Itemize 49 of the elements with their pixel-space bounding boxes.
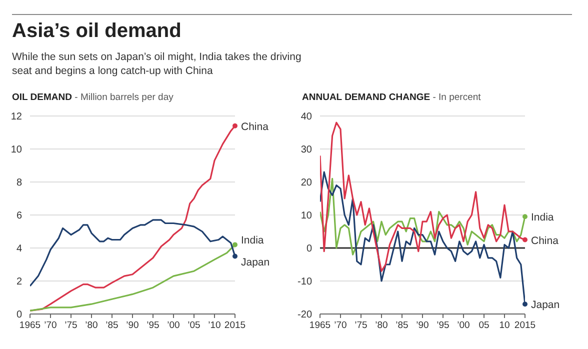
- x-tick-label: 1965: [309, 320, 331, 331]
- x-tick-label: ’85: [106, 320, 118, 331]
- y-tick-label: 2: [16, 276, 22, 288]
- x-tick-label: ’00: [167, 320, 180, 331]
- chart-subtitle: While the sun sets on Japan’s oil might, India takes the driving seat and begins a long catch-up with China: [12, 50, 302, 78]
- x-tick-label: ’80: [375, 320, 388, 331]
- y-tick-label: 0: [306, 244, 312, 255]
- series-label: China: [241, 120, 269, 133]
- chart-title: Asia’s oil demand: [12, 20, 182, 43]
- y-tick-label: 10: [300, 210, 312, 222]
- x-tick-label: ’75: [354, 320, 368, 331]
- point: [232, 254, 238, 259]
- y-tick-label: 10: [10, 144, 22, 156]
- series-label: India: [241, 234, 264, 247]
- x-tick-label: ’90: [126, 320, 139, 331]
- x-tick-label: 2015: [514, 320, 536, 331]
- x-tick-label: ’90: [416, 320, 429, 331]
- x-tick-label: ’85: [396, 320, 408, 331]
- x-tick-label: ’95: [146, 320, 160, 331]
- x-tick-label: ’10: [208, 320, 221, 331]
- series-label: Japan: [531, 299, 560, 312]
- x-tick-label: ’00: [457, 320, 470, 331]
- series-label: China: [531, 234, 559, 247]
- x-tick-label: 2015: [224, 320, 246, 331]
- y-axis-title: ANNUAL DEMAND CHANGE - In percent: [302, 92, 481, 103]
- x-tick-label: 05: [478, 320, 490, 331]
- y-tick-label: 0: [16, 310, 22, 321]
- y-tick-label: 40: [300, 112, 312, 123]
- x-tick-label: ’05: [188, 320, 200, 331]
- y-tick-label: 12: [10, 112, 22, 123]
- x-tick-label: ’75: [64, 320, 78, 331]
- point: [232, 123, 238, 128]
- x-tick-label: 1965: [19, 320, 41, 331]
- y-tick-label: 4: [16, 244, 22, 255]
- y-tick-label: 30: [300, 144, 312, 156]
- y-tick-label: -20: [298, 310, 312, 321]
- x-tick-label: 10: [499, 320, 510, 331]
- y-tick-label: -10: [298, 276, 312, 288]
- x-tick-label: ’70: [44, 320, 57, 331]
- y-axis-title: OIL DEMAND - Million barrels per day: [12, 92, 174, 103]
- point: [232, 242, 238, 248]
- x-tick-label: ’70: [334, 320, 347, 331]
- series-label: India: [531, 212, 554, 224]
- series-label: Japan: [241, 256, 270, 268]
- y-tick-label: 6: [16, 210, 22, 222]
- x-tick-label: ’80: [85, 320, 98, 331]
- y-tick-label: 8: [16, 178, 22, 189]
- x-tick-label: ’95: [436, 320, 450, 331]
- y-tick-label: 20: [300, 178, 312, 189]
